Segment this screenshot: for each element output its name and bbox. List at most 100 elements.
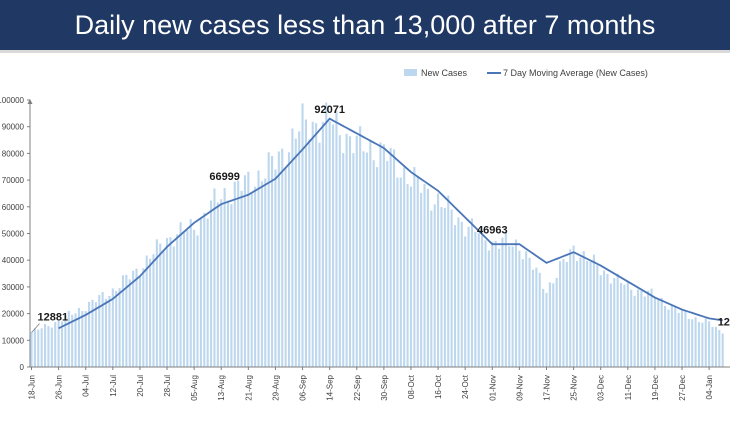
new-cases-bar xyxy=(403,167,406,367)
new-cases-bar xyxy=(647,290,650,367)
new-cases-bar xyxy=(328,121,331,367)
new-cases-bar xyxy=(169,237,172,367)
annotation-label: 66999 xyxy=(209,171,240,183)
annotation-leader xyxy=(31,323,40,333)
new-cases-bar xyxy=(572,245,575,367)
new-cases-bar xyxy=(559,261,562,367)
new-cases-bar xyxy=(118,288,121,367)
new-cases-bar xyxy=(521,259,524,367)
new-cases-bar xyxy=(40,328,43,367)
new-cases-bar xyxy=(294,138,297,367)
new-cases-bar xyxy=(223,188,226,367)
new-cases-bar xyxy=(315,123,318,368)
new-cases-bar xyxy=(518,250,521,367)
annotation-label: 12881 xyxy=(38,312,69,324)
new-cases-bar xyxy=(687,319,690,367)
new-cases-bar xyxy=(254,186,257,367)
new-cases-bar xyxy=(81,311,84,367)
new-cases-bar xyxy=(287,152,291,367)
new-cases-bar xyxy=(623,284,626,367)
new-cases-bar xyxy=(386,161,389,367)
new-cases-bar xyxy=(352,153,355,367)
new-cases-bar xyxy=(474,231,477,367)
new-cases-bar xyxy=(569,249,572,367)
cases-chart: 0 10000 20000 30000 40000 50000 60000 70000 8000… xyxy=(0,68,730,401)
new-cases-bar xyxy=(271,155,274,367)
new-cases-bar xyxy=(721,333,724,367)
y-tick-label: 100000 xyxy=(0,96,25,105)
new-cases-bar xyxy=(409,186,413,367)
new-cases-bar xyxy=(664,305,667,367)
new-cases-bar xyxy=(667,309,670,367)
new-cases-bar xyxy=(149,258,152,367)
new-cases-bar xyxy=(233,181,236,367)
new-cases-bar xyxy=(680,310,684,367)
new-cases-bar xyxy=(321,122,324,367)
new-cases-bar xyxy=(220,199,223,367)
y-tick-label: 70000 xyxy=(2,176,25,185)
new-cases-bar xyxy=(525,251,528,367)
new-cases-bar xyxy=(115,290,118,367)
new-cases-bar xyxy=(37,329,40,367)
x-axis: 18-Jun 26-Jun 04-Jul 12-Jul 20-Jul 28-Jul 05-A… xyxy=(28,366,730,401)
new-cases-bar xyxy=(274,169,277,367)
new-cases-bar xyxy=(132,270,135,367)
x-tick-label: 13-Aug xyxy=(217,375,226,401)
new-cases-bar xyxy=(342,153,345,367)
new-cases-bar xyxy=(125,274,128,367)
new-cases-bar xyxy=(630,289,633,367)
y-tick-label: 20000 xyxy=(2,310,25,319)
annotations: 12881 66999 92071 46963 12584 xyxy=(31,104,730,333)
new-cases-bar xyxy=(226,200,230,367)
new-cases-bar xyxy=(636,289,640,367)
new-cases-bar xyxy=(345,133,348,367)
x-tick-label: 22-Sep xyxy=(353,374,362,400)
new-cases-bar xyxy=(33,328,36,367)
new-cases-bar xyxy=(437,193,440,367)
annotation-label: 92071 xyxy=(314,104,345,116)
new-cases-bar xyxy=(331,124,335,368)
new-cases-bar xyxy=(586,261,589,367)
x-tick-label: 11-Dec xyxy=(624,375,633,400)
new-cases-bar xyxy=(545,292,548,367)
new-cases-bar xyxy=(291,128,294,367)
new-cases-bar xyxy=(94,302,97,367)
new-cases-bar xyxy=(186,230,189,367)
new-cases-bar xyxy=(243,175,247,367)
y-axis: 0 10000 20000 30000 40000 50000 60000 70000 8000… xyxy=(0,96,33,372)
new-cases-bar xyxy=(477,233,480,367)
new-cases-bar xyxy=(277,151,280,367)
new-cases-bar xyxy=(165,238,169,367)
new-cases-bars xyxy=(30,102,724,368)
moving-average-line xyxy=(58,117,723,330)
page-title: Daily new cases less than 13,000 after 7… xyxy=(74,10,656,40)
new-cases-bar xyxy=(440,207,443,367)
new-cases-bar xyxy=(182,231,186,367)
y-tick-label: 50000 xyxy=(2,230,25,239)
new-cases-bar xyxy=(589,262,592,367)
new-cases-bar xyxy=(392,149,396,367)
x-tick-label: 04-Jul xyxy=(82,375,91,397)
new-cases-bar xyxy=(71,314,74,367)
new-cases-bar xyxy=(626,281,629,367)
annotation-label: 46963 xyxy=(477,225,508,237)
new-cases-bar xyxy=(301,103,304,368)
y-tick-label: 80000 xyxy=(2,149,25,158)
new-cases-bar xyxy=(603,270,606,367)
new-cases-bar xyxy=(30,332,33,367)
new-cases-bar xyxy=(596,264,599,367)
new-cases-bar xyxy=(447,195,450,367)
legend-new-cases-label: New Cases xyxy=(421,68,468,78)
new-cases-bar xyxy=(467,226,470,367)
new-cases-bar xyxy=(430,210,433,367)
new-cases-bar xyxy=(138,276,141,367)
new-cases-bar xyxy=(389,147,392,367)
new-cases-bar xyxy=(619,282,623,367)
new-cases-bar xyxy=(450,209,453,367)
new-cases-bar xyxy=(230,204,233,367)
new-cases-bar xyxy=(372,160,375,367)
new-cases-bar xyxy=(304,119,307,367)
new-cases-bar xyxy=(365,152,368,367)
new-cases-bar xyxy=(616,273,619,367)
new-cases-bar xyxy=(237,180,240,367)
